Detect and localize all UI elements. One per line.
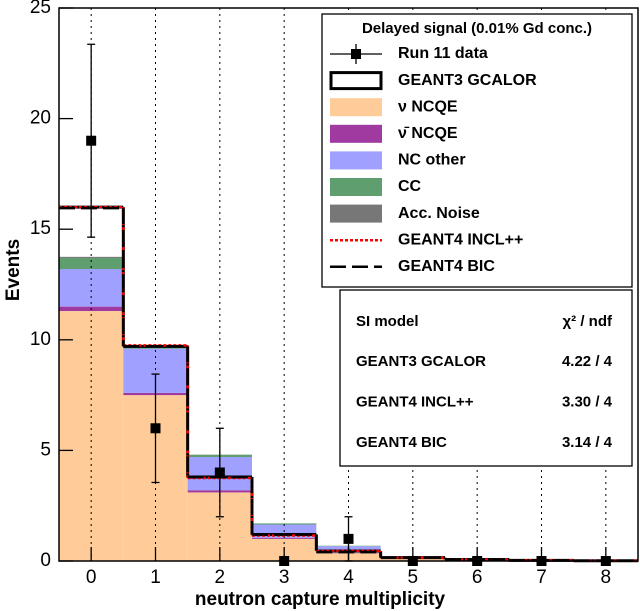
- legend-swatch: [330, 204, 382, 223]
- x-tick-label: 2: [215, 567, 226, 588]
- legend-label: GEANT4 BIC: [398, 258, 495, 275]
- legend-swatch: [330, 124, 382, 143]
- legend-label: ν̄ NCQE: [398, 125, 458, 142]
- table-cell: GEANT4 BIC: [356, 434, 447, 451]
- stats-box: [339, 289, 633, 467]
- legend-label: GEANT3 GCALOR: [398, 72, 537, 89]
- legend-swatch: [330, 151, 382, 170]
- x-tick-label: 6: [472, 567, 483, 588]
- data-point: [150, 423, 161, 434]
- stack-bar: [252, 537, 317, 539]
- x-tick-label: 3: [279, 567, 290, 588]
- y-tick-label: 20: [30, 108, 51, 129]
- table-cell: 3.14 / 4: [562, 434, 613, 451]
- legend-label: CC: [398, 178, 422, 195]
- y-tick-label: 15: [30, 218, 51, 239]
- x-tick-label: 1: [150, 567, 161, 588]
- y-tick-label: 0: [40, 550, 51, 571]
- data-point: [343, 533, 354, 544]
- legend-swatch: [330, 98, 382, 117]
- stack-bar: [59, 311, 124, 561]
- legend-title: Delayed signal (0.01% Gd conc.): [362, 20, 592, 37]
- stack-bar: [252, 523, 317, 525]
- table-cell: 3.30 / 4: [562, 393, 613, 410]
- legend-swatch: [329, 71, 383, 91]
- legend-swatch: [351, 49, 361, 59]
- x-tick-label: 0: [86, 567, 97, 588]
- x-tick-label: 4: [343, 567, 354, 588]
- legend-label: NC other: [398, 152, 466, 169]
- stack-bar: [59, 256, 124, 258]
- legend-label: GEANT4 INCL++: [398, 231, 523, 248]
- table-cell: GEANT4 INCL++: [356, 393, 474, 410]
- x-axis-label: neutron capture multiplicity: [195, 589, 446, 610]
- legend-box: [321, 13, 633, 288]
- stack-bar: [59, 269, 124, 307]
- table-cell: 4.22 / 4: [562, 353, 613, 370]
- data-point: [214, 467, 225, 478]
- table-cell: GEANT3 GCALOR: [356, 353, 486, 370]
- stack-bar: [59, 257, 124, 270]
- x-tick-label: 8: [601, 567, 612, 588]
- x-tick-label: 7: [536, 567, 547, 588]
- legend-swatch: [330, 178, 382, 196]
- legend-label: Run 11 data: [398, 45, 488, 62]
- table-header: χ² / ndf: [563, 313, 613, 330]
- legend-label: ν NCQE: [398, 98, 458, 115]
- table-header: SI model: [356, 313, 419, 330]
- data-point: [86, 135, 97, 146]
- y-tick-label: 10: [30, 329, 51, 350]
- x-tick-label: 5: [408, 567, 419, 588]
- y-tick-label: 25: [30, 0, 51, 18]
- y-tick-label: 5: [40, 439, 51, 460]
- legend-label: Acc. Noise: [398, 205, 480, 222]
- y-axis-label: Events: [3, 239, 24, 301]
